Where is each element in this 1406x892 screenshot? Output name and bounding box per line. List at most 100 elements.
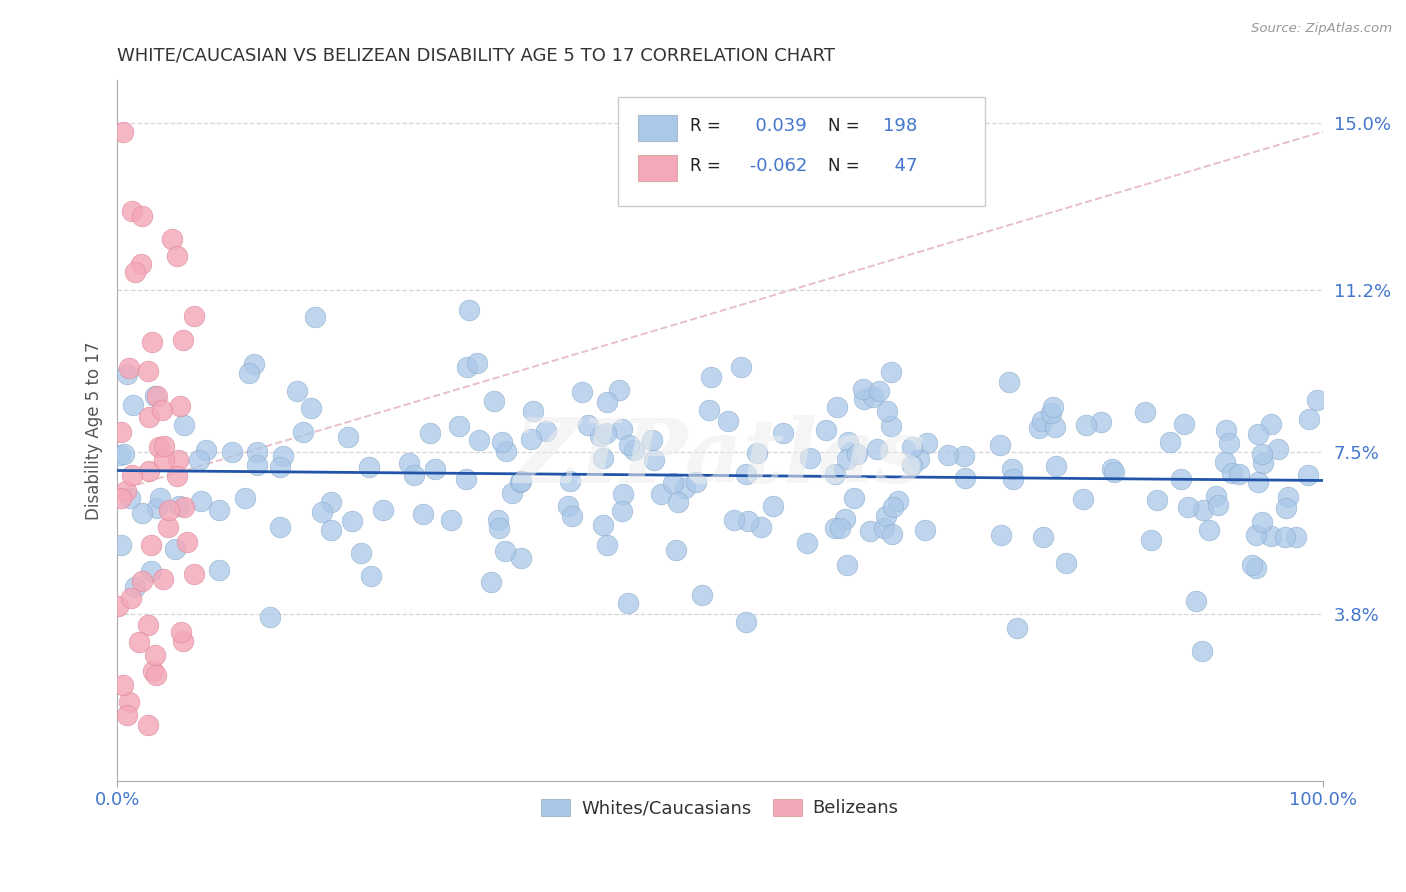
Point bbox=[561, 509, 583, 524]
Point bbox=[456, 472, 478, 486]
Point bbox=[617, 438, 640, 452]
Point bbox=[1045, 458, 1067, 473]
Point bbox=[1215, 423, 1237, 437]
Point bbox=[138, 410, 160, 425]
Point bbox=[1198, 523, 1220, 537]
Point bbox=[799, 450, 821, 465]
Point bbox=[880, 365, 903, 379]
Point bbox=[700, 369, 723, 384]
Point bbox=[953, 449, 976, 463]
Point bbox=[121, 204, 143, 219]
Point bbox=[321, 495, 343, 509]
Point bbox=[166, 249, 188, 263]
Point bbox=[122, 398, 145, 412]
Point bbox=[837, 435, 859, 450]
Point bbox=[509, 551, 531, 566]
Point bbox=[1246, 427, 1268, 442]
Point bbox=[146, 501, 169, 516]
Point bbox=[165, 542, 187, 557]
Point bbox=[118, 491, 141, 506]
Point bbox=[1285, 530, 1308, 544]
Text: WHITE/CAUCASIAN VS BELIZEAN DISABILITY AGE 5 TO 17 CORRELATION CHART: WHITE/CAUCASIAN VS BELIZEAN DISABILITY A… bbox=[117, 46, 835, 64]
Point bbox=[423, 461, 446, 475]
FancyBboxPatch shape bbox=[617, 97, 986, 206]
Point bbox=[176, 535, 198, 549]
Point bbox=[749, 520, 772, 534]
Point bbox=[1192, 503, 1215, 517]
Point bbox=[641, 433, 664, 447]
Point bbox=[796, 536, 818, 550]
Point bbox=[208, 503, 231, 517]
Point bbox=[737, 514, 759, 528]
Point bbox=[592, 450, 614, 465]
Point bbox=[153, 453, 176, 467]
Point bbox=[412, 508, 434, 522]
Point bbox=[824, 467, 846, 482]
Point bbox=[1244, 561, 1267, 575]
Point bbox=[723, 513, 745, 527]
Point bbox=[115, 367, 138, 381]
Point bbox=[862, 390, 884, 404]
Point bbox=[1002, 472, 1025, 486]
Point bbox=[299, 401, 322, 415]
Point bbox=[1159, 434, 1181, 449]
Point bbox=[1032, 531, 1054, 545]
Point bbox=[915, 436, 938, 450]
Point bbox=[1028, 420, 1050, 434]
Legend: Whites/Caucasians, Belizeans: Whites/Caucasians, Belizeans bbox=[534, 791, 905, 824]
Point bbox=[1135, 405, 1157, 419]
Point bbox=[846, 447, 869, 461]
Point bbox=[112, 677, 135, 691]
Point bbox=[152, 439, 174, 453]
Point bbox=[131, 506, 153, 520]
Point bbox=[887, 493, 910, 508]
Point bbox=[488, 521, 510, 535]
Point bbox=[304, 310, 326, 325]
Point bbox=[136, 718, 159, 732]
Point bbox=[115, 483, 138, 498]
Point bbox=[914, 524, 936, 538]
Point bbox=[337, 430, 360, 444]
Point bbox=[357, 460, 380, 475]
Point bbox=[1173, 417, 1195, 431]
Point bbox=[246, 444, 269, 458]
Point bbox=[650, 486, 672, 500]
Point bbox=[879, 419, 901, 434]
Point bbox=[110, 538, 132, 552]
Point bbox=[494, 544, 516, 558]
Point bbox=[834, 511, 856, 525]
Point bbox=[491, 435, 513, 450]
Point bbox=[246, 458, 269, 472]
Point bbox=[596, 537, 619, 551]
Point bbox=[875, 508, 897, 523]
Point bbox=[1090, 415, 1112, 429]
Point bbox=[717, 414, 740, 428]
Point bbox=[560, 475, 582, 489]
Point bbox=[194, 442, 217, 457]
Point bbox=[662, 476, 685, 491]
Point bbox=[271, 449, 294, 463]
Text: 0.039: 0.039 bbox=[744, 117, 807, 135]
Point bbox=[243, 357, 266, 371]
Point bbox=[1031, 414, 1053, 428]
Point bbox=[1244, 528, 1267, 542]
Bar bbox=[638, 154, 676, 181]
Point bbox=[292, 425, 315, 439]
Point bbox=[148, 440, 170, 454]
Point bbox=[824, 521, 846, 535]
Point bbox=[149, 491, 172, 505]
Text: N =: N = bbox=[828, 157, 860, 175]
Point bbox=[440, 513, 463, 527]
Point bbox=[1102, 465, 1125, 479]
Text: 198: 198 bbox=[883, 117, 917, 135]
Point bbox=[623, 443, 645, 458]
Point bbox=[828, 521, 851, 535]
Point bbox=[595, 395, 617, 409]
Point bbox=[129, 257, 152, 271]
Point bbox=[592, 518, 614, 533]
Point bbox=[1306, 392, 1329, 407]
Y-axis label: Disability Age 5 to 17: Disability Age 5 to 17 bbox=[86, 341, 103, 519]
Point bbox=[1220, 467, 1243, 481]
Point bbox=[617, 595, 640, 609]
Point bbox=[145, 668, 167, 682]
